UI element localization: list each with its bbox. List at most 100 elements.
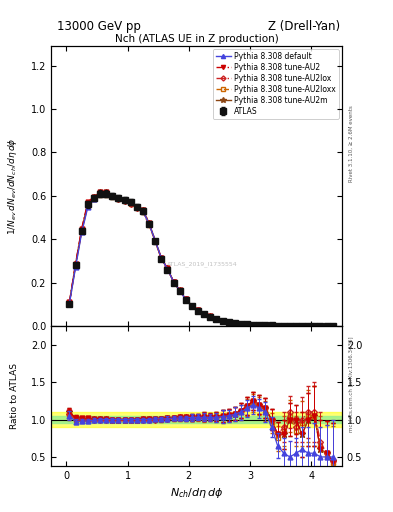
- Pythia 8.308 tune-AU2m: [312, 323, 317, 329]
- Pythia 8.308 tune-AU2: [214, 316, 219, 322]
- Pythia 8.308 default: [196, 307, 200, 313]
- Pythia 8.308 default: [73, 264, 78, 270]
- Pythia 8.308 tune-AU2loxx: [122, 198, 127, 204]
- Title: Nch (ATLAS UE in Z production): Nch (ATLAS UE in Z production): [115, 34, 278, 44]
- Pythia 8.308 tune-AU2lox: [153, 238, 158, 244]
- Pythia 8.308 tune-AU2m: [92, 194, 96, 200]
- Pythia 8.308 tune-AU2: [184, 296, 188, 302]
- Pythia 8.308 tune-AU2loxx: [129, 201, 133, 207]
- Pythia 8.308 tune-AU2: [85, 199, 90, 205]
- Pythia 8.308 default: [134, 204, 139, 210]
- Pythia 8.308 tune-AU2loxx: [177, 288, 182, 294]
- Pythia 8.308 tune-AU2: [263, 322, 268, 328]
- Pythia 8.308 tune-AU2: [232, 320, 237, 326]
- Pythia 8.308 tune-AU2: [245, 321, 250, 327]
- Pythia 8.308 tune-AU2m: [239, 321, 243, 327]
- Pythia 8.308 tune-AU2m: [281, 323, 286, 329]
- Pythia 8.308 tune-AU2lox: [294, 323, 298, 329]
- Pythia 8.308 tune-AU2lox: [269, 323, 274, 329]
- Pythia 8.308 tune-AU2lox: [159, 255, 163, 261]
- Pythia 8.308 tune-AU2lox: [184, 296, 188, 303]
- Pythia 8.308 tune-AU2lox: [92, 195, 96, 201]
- Pythia 8.308 tune-AU2: [294, 323, 298, 329]
- Pythia 8.308 tune-AU2lox: [79, 227, 84, 233]
- Pythia 8.308 tune-AU2: [269, 323, 274, 329]
- Line: Pythia 8.308 tune-AU2loxx: Pythia 8.308 tune-AU2loxx: [67, 193, 335, 328]
- Pythia 8.308 tune-AU2: [134, 204, 139, 210]
- Pythia 8.308 tune-AU2: [226, 319, 231, 325]
- Pythia 8.308 default: [239, 321, 243, 327]
- Pythia 8.308 tune-AU2lox: [263, 322, 268, 328]
- Y-axis label: Ratio to ATLAS: Ratio to ATLAS: [10, 363, 19, 429]
- Pythia 8.308 tune-AU2: [104, 189, 108, 196]
- Pythia 8.308 tune-AU2lox: [147, 221, 151, 227]
- X-axis label: $N_{ch}/d\eta\,d\phi$: $N_{ch}/d\eta\,d\phi$: [170, 486, 223, 500]
- Pythia 8.308 default: [288, 323, 292, 329]
- Pythia 8.308 tune-AU2m: [214, 316, 219, 322]
- Pythia 8.308 tune-AU2m: [220, 317, 225, 324]
- Pythia 8.308 tune-AU2loxx: [116, 196, 121, 202]
- Pythia 8.308 tune-AU2m: [226, 319, 231, 325]
- Pythia 8.308 tune-AU2lox: [177, 288, 182, 294]
- Pythia 8.308 tune-AU2loxx: [73, 263, 78, 269]
- Pythia 8.308 tune-AU2m: [85, 200, 90, 206]
- Text: ATLAS_2019_I1735554: ATLAS_2019_I1735554: [167, 262, 238, 267]
- Pythia 8.308 tune-AU2loxx: [257, 322, 262, 328]
- Pythia 8.308 tune-AU2m: [257, 322, 262, 328]
- Pythia 8.308 tune-AU2lox: [110, 193, 115, 199]
- Pythia 8.308 tune-AU2loxx: [159, 255, 163, 262]
- Pythia 8.308 tune-AU2m: [153, 238, 158, 244]
- Pythia 8.308 default: [306, 323, 310, 329]
- Pythia 8.308 tune-AU2lox: [318, 323, 323, 329]
- Pythia 8.308 tune-AU2loxx: [92, 196, 96, 202]
- Line: Pythia 8.308 tune-AU2m: Pythia 8.308 tune-AU2m: [66, 189, 336, 329]
- Pythia 8.308 default: [184, 296, 188, 303]
- Pythia 8.308 tune-AU2loxx: [288, 323, 292, 329]
- Pythia 8.308 tune-AU2lox: [141, 208, 145, 214]
- Pythia 8.308 default: [85, 204, 90, 210]
- Pythia 8.308 tune-AU2: [159, 255, 163, 261]
- Pythia 8.308 tune-AU2m: [110, 193, 115, 199]
- Pythia 8.308 tune-AU2lox: [251, 322, 255, 328]
- Pythia 8.308 tune-AU2loxx: [184, 296, 188, 303]
- Pythia 8.308 tune-AU2loxx: [141, 209, 145, 215]
- Pythia 8.308 tune-AU2m: [202, 310, 206, 316]
- Pythia 8.308 tune-AU2lox: [324, 323, 329, 329]
- Legend: Pythia 8.308 default, Pythia 8.308 tune-AU2, Pythia 8.308 tune-AU2lox, Pythia 8.: Pythia 8.308 default, Pythia 8.308 tune-…: [213, 49, 339, 119]
- Pythia 8.308 tune-AU2loxx: [263, 322, 268, 328]
- Pythia 8.308 default: [159, 255, 163, 261]
- Pythia 8.308 tune-AU2m: [263, 322, 268, 328]
- Pythia 8.308 tune-AU2loxx: [318, 323, 323, 329]
- Pythia 8.308 tune-AU2loxx: [110, 194, 115, 200]
- Pythia 8.308 tune-AU2lox: [196, 307, 200, 313]
- Pythia 8.308 tune-AU2: [318, 323, 323, 329]
- Line: Pythia 8.308 tune-AU2lox: Pythia 8.308 tune-AU2lox: [67, 191, 335, 328]
- Pythia 8.308 default: [177, 288, 182, 294]
- Pythia 8.308 tune-AU2lox: [122, 198, 127, 204]
- Pythia 8.308 tune-AU2: [331, 323, 335, 329]
- Pythia 8.308 default: [110, 193, 115, 199]
- Text: Z (Drell-Yan): Z (Drell-Yan): [268, 20, 340, 33]
- Pythia 8.308 tune-AU2lox: [202, 311, 206, 317]
- Text: Rivet 3.1.10, ≥ 2.6M events: Rivet 3.1.10, ≥ 2.6M events: [349, 105, 354, 182]
- Pythia 8.308 tune-AU2loxx: [153, 238, 158, 244]
- Pythia 8.308 default: [189, 303, 194, 309]
- Pythia 8.308 tune-AU2m: [165, 265, 170, 271]
- Pythia 8.308 default: [275, 323, 280, 329]
- Pythia 8.308 tune-AU2loxx: [67, 300, 72, 306]
- Pythia 8.308 tune-AU2m: [104, 189, 108, 196]
- Pythia 8.308 default: [245, 321, 250, 327]
- Line: Pythia 8.308 tune-AU2: Pythia 8.308 tune-AU2: [67, 190, 335, 328]
- Pythia 8.308 tune-AU2lox: [257, 322, 262, 328]
- Pythia 8.308 tune-AU2m: [331, 323, 335, 329]
- Pythia 8.308 tune-AU2: [220, 317, 225, 324]
- Pythia 8.308 default: [331, 323, 335, 329]
- Pythia 8.308 tune-AU2m: [134, 204, 139, 210]
- Pythia 8.308 tune-AU2loxx: [281, 323, 286, 329]
- Pythia 8.308 default: [257, 322, 262, 328]
- Pythia 8.308 default: [92, 196, 96, 202]
- Pythia 8.308 tune-AU2: [165, 265, 170, 271]
- Pythia 8.308 tune-AU2: [98, 189, 103, 196]
- Line: Pythia 8.308 default: Pythia 8.308 default: [67, 191, 335, 328]
- Pythia 8.308 tune-AU2m: [196, 307, 200, 313]
